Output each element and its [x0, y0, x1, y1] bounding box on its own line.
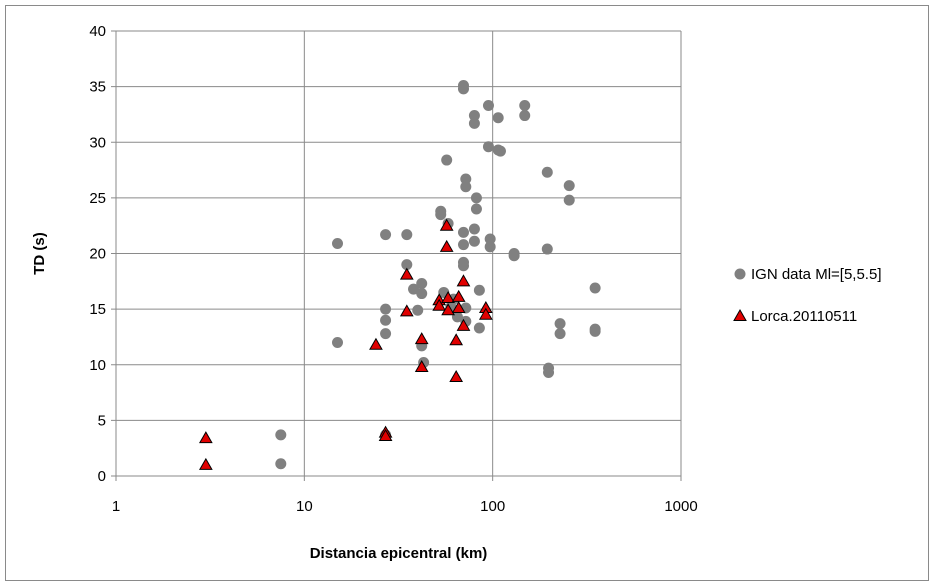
data-point-circle [494, 145, 506, 157]
data-point-triangle [198, 457, 213, 470]
gridlines [116, 30, 682, 476]
data-point-circle [380, 328, 392, 340]
tick-labels: 0 5 10 15 20 25 30 35 40 1 10 100 1000 [89, 23, 697, 515]
data-point-circle [541, 166, 553, 178]
data-point-triangle [399, 267, 414, 280]
data-point-circle [473, 322, 485, 334]
data-point-circle [331, 237, 343, 249]
data-point-circle [416, 288, 428, 300]
legend-label: IGN data Ml=[5,5.5] [751, 266, 881, 283]
data-point-circle [473, 284, 485, 296]
data-point-circle [435, 209, 447, 221]
legend-marker-circle [734, 268, 746, 280]
data-point-circle [451, 311, 463, 323]
data-point-circle [563, 194, 575, 206]
data-point-circle [563, 180, 575, 192]
data-point-circle [412, 304, 424, 316]
data-point-triangle [456, 274, 471, 287]
data-point-circle [589, 325, 601, 337]
y-tick-label: 10 [89, 357, 106, 374]
data-point-circle [589, 282, 601, 294]
data-point-circle [482, 100, 494, 112]
data-point-circle [457, 260, 469, 272]
chart-frame: 0 5 10 15 20 25 30 35 40 1 10 100 1000 Distancia epi… [5, 5, 929, 581]
y-tick-label: 25 [89, 190, 106, 207]
data-point-circle [457, 239, 469, 251]
data-point-circle [470, 203, 482, 215]
data-point-triangle [478, 307, 493, 320]
x-axis-title: Distancia epicentral (km) [310, 545, 488, 562]
data-point-circle [492, 112, 504, 124]
legend-marker-triangle [733, 308, 747, 321]
y-tick-label: 40 [89, 23, 106, 40]
data-point-circle [541, 243, 553, 255]
data-point-circle [519, 110, 531, 122]
data-point-circle [380, 303, 392, 315]
data-point-circle [508, 250, 520, 262]
data-point-circle [380, 314, 392, 326]
scatter-chart: 0 5 10 15 20 25 30 35 40 1 10 100 1000 Distancia epi… [31, 23, 881, 562]
data-point-circle [331, 337, 343, 348]
y-tick-label: 30 [89, 134, 106, 151]
data-point-triangle [456, 318, 471, 331]
x-tick-label: 100 [480, 498, 505, 515]
data-point-circle [416, 278, 428, 290]
axes [111, 30, 682, 481]
y-tick-label: 15 [89, 301, 106, 318]
legend-item: Lorca.20110511 [733, 308, 857, 325]
data-point-triangle [441, 290, 455, 303]
data-point-circle [484, 233, 496, 245]
data-point-triangle [441, 303, 455, 316]
y-axis-title: TD (s) [31, 232, 48, 275]
data-point-circle [470, 192, 482, 204]
data-point-circle [460, 173, 472, 185]
data-point-triangle [378, 428, 393, 441]
data-point-circle [468, 223, 480, 235]
y-tick-label: 5 [98, 412, 106, 429]
data-point-triangle [432, 298, 447, 311]
y-tick-label: 20 [89, 246, 106, 263]
data-point-circle [275, 429, 287, 441]
data-point-triangle [369, 337, 383, 350]
data-point-triangle [439, 239, 454, 252]
data-point-triangle [449, 333, 464, 346]
legend-item: IGN data Ml=[5,5.5] [734, 266, 881, 283]
data-point-circle [554, 318, 566, 330]
data-point-circle [554, 328, 566, 340]
data-point-circle [457, 226, 469, 238]
data-point-triangle [451, 301, 466, 314]
data-point-circle [275, 458, 287, 470]
series-1 [275, 80, 601, 470]
data-point-circle [468, 235, 480, 247]
data-point-triangle [198, 431, 213, 444]
data-point-circle [468, 117, 480, 129]
data-point-circle [519, 100, 531, 112]
data-point-circle [457, 83, 469, 95]
data-point-circle [380, 229, 392, 241]
y-tick-label: 0 [98, 468, 106, 485]
data-points [198, 80, 601, 470]
data-point-circle [468, 110, 480, 122]
data-point-circle [401, 259, 413, 271]
data-point-triangle [449, 369, 464, 382]
x-tick-label: 1 [112, 498, 120, 515]
data-point-circle [543, 367, 555, 379]
y-tick-label: 35 [89, 79, 106, 96]
data-point-triangle [414, 332, 429, 345]
legend-label: Lorca.20110511 [751, 308, 857, 325]
data-point-circle [484, 241, 496, 253]
data-point-circle [401, 229, 413, 241]
x-tick-label: 10 [296, 498, 313, 515]
series-2 [198, 218, 493, 470]
data-point-circle [408, 283, 420, 295]
data-point-triangle [439, 218, 454, 231]
data-point-circle [441, 154, 453, 166]
data-point-circle [460, 181, 472, 193]
x-tick-label: 1000 [664, 498, 697, 515]
data-point-circle [482, 141, 494, 153]
legend: IGN data Ml=[5,5.5] Lorca.20110511 [733, 266, 881, 325]
data-point-triangle [414, 359, 429, 372]
data-point-triangle [399, 304, 414, 317]
